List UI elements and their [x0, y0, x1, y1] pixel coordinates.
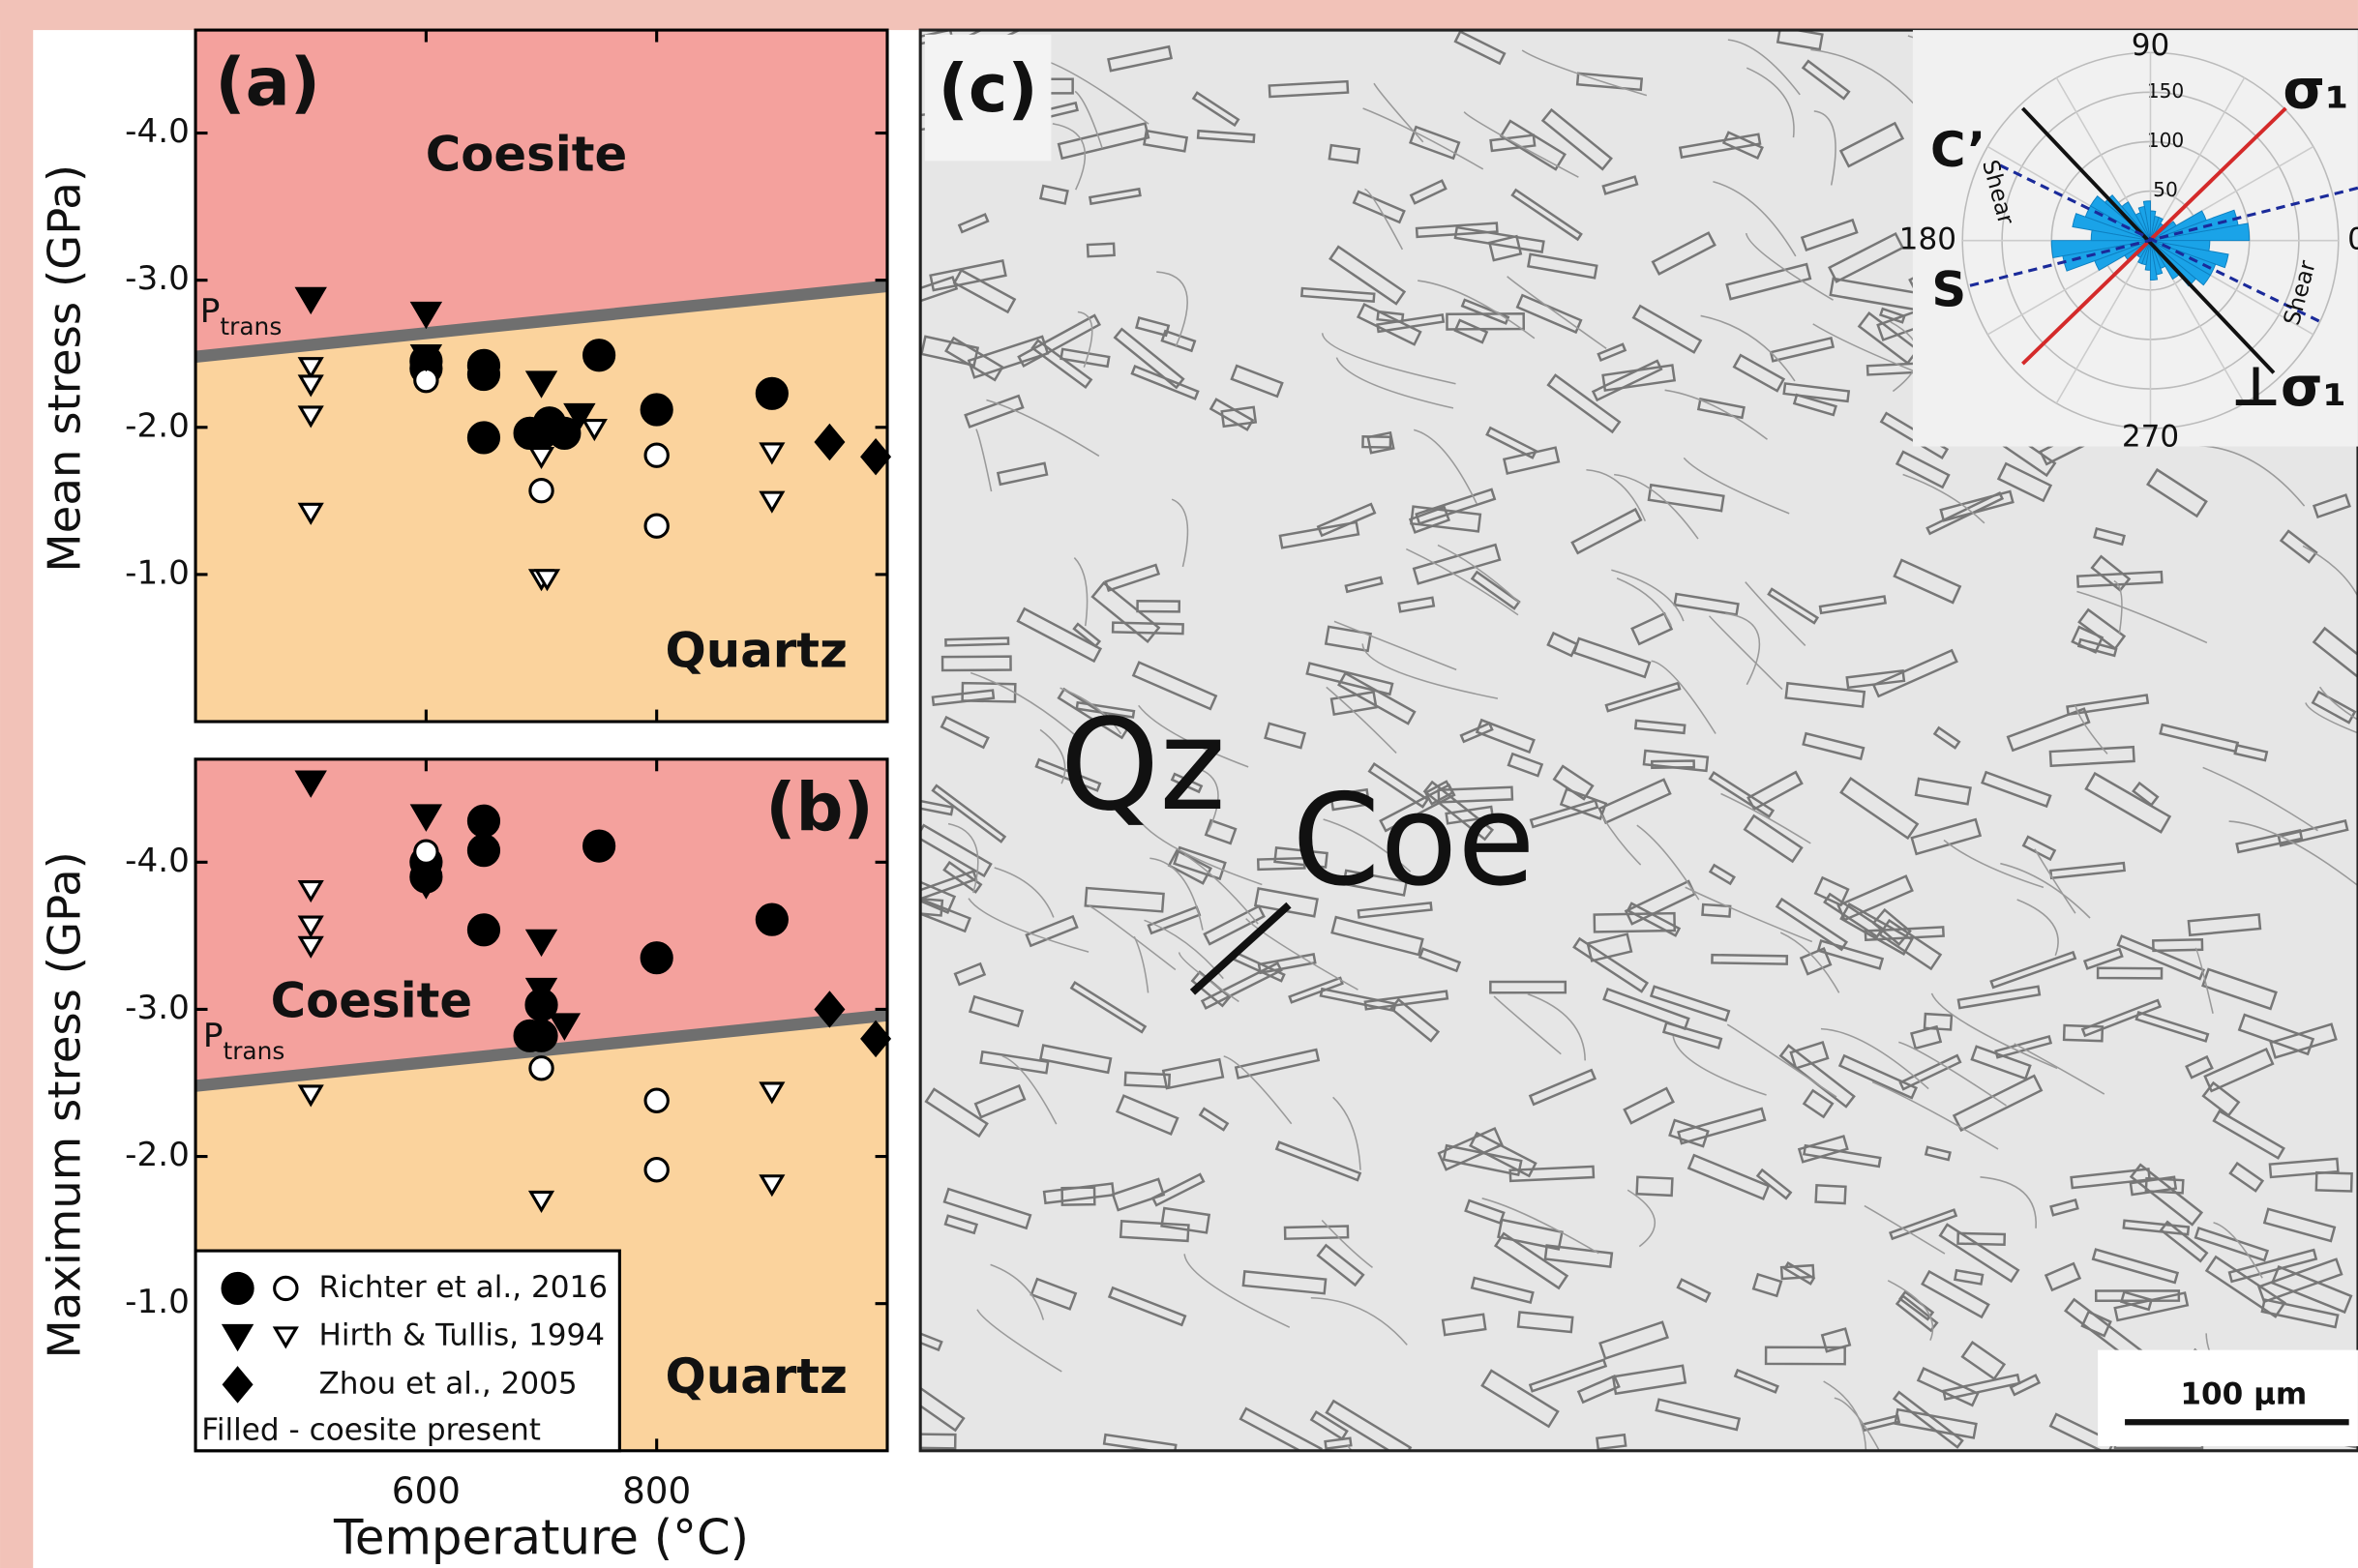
y-tick-label: -3.0	[125, 259, 190, 298]
y-tick-label: -4.0	[125, 112, 190, 151]
data-point	[468, 836, 498, 866]
panel-label: (c)	[939, 51, 1038, 128]
data-point	[468, 806, 498, 836]
rose-annotation: ⊥σ₁	[2231, 356, 2346, 419]
x-tick-label: 600	[392, 1469, 461, 1512]
rose-annotation: σ₁	[2283, 58, 2348, 121]
data-point	[468, 359, 498, 389]
data-point	[645, 1159, 668, 1181]
region-label: Coesite	[271, 973, 473, 1029]
rose-angle-label: 0	[2347, 222, 2358, 257]
texture	[1348, 1446, 1435, 1514]
panel-title: (b)	[765, 770, 873, 846]
legend-label: Zhou et al., 2005	[319, 1366, 578, 1401]
data-point	[526, 1021, 556, 1050]
figure: (c) Qz Coe 100 μm 50 100 150 0 90 180 270 σ₁ ⊥σ₁…	[0, 0, 2358, 1568]
legend-note: Filled - coesite present	[201, 1413, 541, 1448]
data-point	[645, 444, 668, 466]
y-tick-label: -4.0	[125, 842, 190, 880]
data-point	[530, 1057, 552, 1080]
region-label: Quartz	[666, 623, 848, 679]
y-axis-label: Mean stress (GPa)	[38, 164, 90, 573]
y-tick-label: -2.0	[125, 406, 190, 445]
data-point	[757, 378, 787, 408]
data-point	[584, 340, 614, 370]
data-point	[530, 480, 552, 502]
data-point	[468, 423, 498, 453]
data-point	[415, 369, 437, 391]
region-label: Quartz	[666, 1348, 848, 1405]
rose-annotation: S	[1931, 262, 1966, 318]
data-point	[415, 841, 437, 863]
data-point	[645, 515, 668, 537]
rose-inset: 50100150090180270σ₁⊥σ₁C’SShearShear	[1899, 28, 2358, 454]
y-tick-label: -3.0	[125, 989, 190, 1027]
legend-label: Richter et al., 2016	[319, 1270, 609, 1305]
y-tick-label: -1.0	[125, 1283, 190, 1321]
data-point	[645, 1089, 668, 1111]
rose-ring-label: 150	[2147, 79, 2185, 103]
ptrans-subscript: trans	[220, 312, 282, 340]
ptrans-subscript: trans	[223, 1037, 284, 1065]
y-axis-label: Maximum stress (GPa)	[38, 851, 90, 1358]
rose-angle-label: 180	[1899, 222, 1956, 257]
x-axis-label: Temperature (°C)	[333, 1510, 749, 1566]
legend-symbol	[275, 1277, 297, 1299]
data-point	[468, 915, 498, 945]
rose-angle-label: 270	[2122, 419, 2179, 454]
x-tick-label: 800	[622, 1469, 691, 1512]
legend-label: Hirth & Tullis, 1994	[319, 1318, 606, 1353]
annotation: Qz	[1060, 692, 1226, 839]
data-point	[642, 943, 672, 973]
rose-ring-label: 50	[2153, 178, 2178, 201]
rose-annotation: C’	[1930, 122, 1985, 178]
data-point	[757, 904, 787, 934]
scale-label: 100 μm	[2180, 1376, 2307, 1411]
side-band	[0, 0, 33, 1568]
annotation: Coe	[1292, 767, 1535, 914]
region-label: Coesite	[426, 127, 628, 183]
panel-title: (a)	[215, 45, 320, 122]
legend-symbol	[223, 1273, 253, 1303]
data-point	[584, 831, 614, 861]
rose-ring-label: 100	[2147, 129, 2185, 152]
y-tick-label: -2.0	[125, 1136, 190, 1174]
top-band	[0, 0, 2358, 30]
data-point	[642, 395, 672, 425]
rose-angle-label: 90	[2132, 28, 2170, 63]
y-tick-label: -1.0	[125, 553, 190, 592]
